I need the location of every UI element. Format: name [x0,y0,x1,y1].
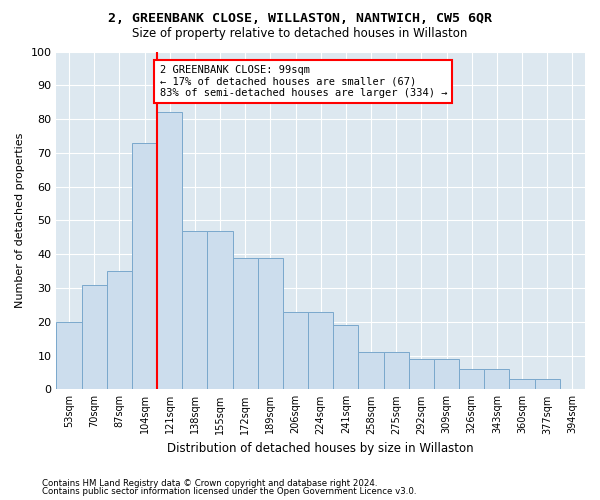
Text: 2, GREENBANK CLOSE, WILLASTON, NANTWICH, CW5 6QR: 2, GREENBANK CLOSE, WILLASTON, NANTWICH,… [108,12,492,26]
Bar [308,312,333,390]
Bar [82,284,107,390]
Bar [459,369,484,390]
Bar [509,379,535,390]
Bar [233,258,258,390]
Bar [107,271,132,390]
Bar [535,379,560,390]
Text: 2 GREENBANK CLOSE: 99sqm
← 17% of detached houses are smaller (67)
83% of semi-d: 2 GREENBANK CLOSE: 99sqm ← 17% of detach… [160,65,447,98]
Bar [434,359,459,390]
Bar [258,258,283,390]
X-axis label: Distribution of detached houses by size in Willaston: Distribution of detached houses by size … [167,442,474,455]
Y-axis label: Number of detached properties: Number of detached properties [15,132,25,308]
Bar [208,230,233,390]
Bar [358,352,383,390]
Bar [409,359,434,390]
Bar [283,312,308,390]
Bar [484,369,509,390]
Bar [56,322,82,390]
Bar [132,142,157,390]
Bar [333,325,358,390]
Bar [383,352,409,390]
Text: Contains public sector information licensed under the Open Government Licence v3: Contains public sector information licen… [42,487,416,496]
Bar [182,230,208,390]
Text: Contains HM Land Registry data © Crown copyright and database right 2024.: Contains HM Land Registry data © Crown c… [42,478,377,488]
Bar [157,112,182,390]
Text: Size of property relative to detached houses in Willaston: Size of property relative to detached ho… [133,28,467,40]
